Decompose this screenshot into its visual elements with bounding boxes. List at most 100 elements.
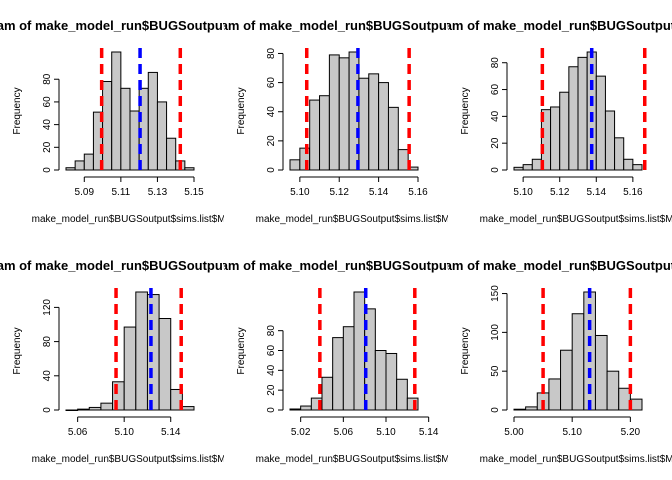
- histogram-bar: [368, 73, 380, 171]
- y-tick-label: 100: [490, 324, 501, 341]
- x-tick-label: 5.12: [550, 187, 570, 198]
- x-tick-label: 5.14: [419, 427, 439, 438]
- y-tick-label: 80: [266, 47, 277, 59]
- x-axis-label: make_model_run$BUGSoutput$sims.list$M[: [32, 454, 229, 465]
- histogram-bar: [74, 160, 85, 171]
- y-tick-label: 0: [42, 167, 53, 173]
- histogram-bar: [77, 408, 90, 411]
- histogram-bar: [181, 406, 195, 411]
- histogram-panel-4: Histogram of make_model_run$BUGSoutput$s…: [0, 258, 309, 465]
- histogram-bar: [147, 71, 158, 171]
- y-tick-label: 80: [42, 336, 53, 348]
- y-tick-label: 20: [266, 384, 277, 396]
- y-tick-label: 60: [266, 77, 277, 89]
- histogram-panel-5: Histogram of make_model_run$BUGSoutput$s…: [175, 258, 533, 465]
- histogram-bar: [123, 326, 137, 411]
- x-tick-label: 5.10: [376, 427, 396, 438]
- histogram-panel-1: Histogram of make_model_run$BUGSoutput$s…: [0, 18, 309, 225]
- histogram-bar: [170, 388, 183, 411]
- chart-title: Histogram of make_model_run$BUGSoutput$s…: [0, 258, 309, 273]
- histogram-bar: [396, 378, 408, 411]
- x-tick-label: 5.06: [334, 427, 354, 438]
- histogram-bar: [559, 91, 570, 171]
- y-axis-label: Frequency: [460, 327, 471, 374]
- x-tick-label: 5.14: [369, 187, 389, 198]
- x-axis-label: make_model_run$BUGSoutput$sims.list$M[: [256, 214, 453, 225]
- y-tick-label: 40: [42, 119, 53, 131]
- y-tick-label: 20: [490, 137, 501, 149]
- x-tick-label: 5.06: [68, 427, 88, 438]
- x-tick-label: 5.12: [329, 187, 349, 198]
- x-axis-label: make_model_run$BUGSoutput$sims.list$M[: [32, 214, 229, 225]
- y-tick-label: 20: [42, 141, 53, 153]
- x-tick-label: 5.10: [562, 427, 582, 438]
- histogram-bar: [406, 397, 419, 411]
- y-axis-label: Frequency: [236, 87, 247, 134]
- x-tick-label: 5.10: [513, 187, 533, 198]
- histogram-bar: [522, 164, 533, 171]
- x-tick-label: 5.09: [75, 187, 95, 198]
- histogram-bar: [156, 101, 168, 171]
- chart-title: Histogram of make_model_run$BUGSoutput$s…: [175, 258, 533, 273]
- histogram-bar: [111, 51, 122, 171]
- x-tick-label: 5.02: [291, 427, 311, 438]
- histogram-bar: [120, 87, 131, 171]
- y-tick-label: 150: [490, 285, 501, 302]
- y-tick-label: 40: [266, 364, 277, 376]
- x-tick-label: 5.16: [623, 187, 643, 198]
- y-tick-label: 0: [490, 407, 501, 413]
- histogram-bar: [548, 378, 562, 411]
- x-axis-label: make_model_run$BUGSoutput$sims.list$M[: [256, 454, 453, 465]
- y-axis-label: Frequency: [460, 87, 471, 134]
- histogram-bar: [378, 82, 389, 171]
- y-tick-label: 40: [490, 110, 501, 122]
- histogram-bar: [595, 75, 606, 171]
- chart-title: Histogram of make_model_run$BUGSoutput$s…: [399, 258, 672, 273]
- histogram-bar: [374, 350, 387, 411]
- histogram-bar: [289, 408, 302, 411]
- x-tick-label: 5.14: [587, 187, 607, 198]
- histogram-bar: [100, 402, 114, 411]
- histogram-bar: [614, 137, 625, 171]
- y-tick-label: 20: [266, 135, 277, 147]
- y-axis-label: Frequency: [12, 87, 23, 134]
- histogram-bar: [102, 81, 113, 171]
- histogram-bar: [606, 370, 620, 411]
- y-tick-label: 80: [42, 73, 53, 85]
- histogram-bar: [525, 406, 538, 411]
- histogram-bar: [65, 409, 79, 411]
- histogram-bar: [65, 167, 76, 171]
- histogram-bar: [358, 77, 370, 171]
- x-tick-label: 5.15: [184, 187, 204, 198]
- x-tick-label: 5.00: [504, 427, 524, 438]
- histogram-bar: [550, 106, 561, 171]
- histogram-bar: [328, 54, 340, 171]
- histogram-bar: [568, 66, 579, 171]
- y-tick-label: 80: [490, 57, 501, 69]
- histogram-bar: [531, 158, 542, 171]
- histogram-bar: [513, 166, 524, 171]
- y-tick-label: 40: [266, 106, 277, 118]
- histogram-panel-2: Histogram of make_model_run$BUGSoutput$s…: [175, 18, 533, 225]
- histogram-bar: [300, 405, 312, 411]
- histogram-bar: [387, 106, 399, 171]
- x-tick-label: 5.16: [408, 187, 428, 198]
- x-axis-label: make_model_run$BUGSoutput$sims.list$M[: [480, 214, 672, 225]
- x-tick-label: 5.10: [290, 187, 310, 198]
- y-tick-label: 0: [42, 407, 53, 413]
- histogram-bar: [309, 99, 321, 171]
- histogram-bar: [289, 159, 301, 171]
- chart-title: Histogram of make_model_run$BUGSoutput$s…: [0, 18, 309, 33]
- y-tick-label: 0: [266, 407, 277, 413]
- x-tick-label: 5.14: [161, 427, 181, 438]
- y-tick-label: 60: [266, 345, 277, 357]
- histogram-bar: [319, 95, 330, 171]
- histogram-bar: [158, 318, 172, 411]
- chart-title: Histogram of make_model_run$BUGSoutput$s…: [175, 18, 533, 33]
- histogram-bar: [632, 164, 643, 171]
- histogram-bar: [342, 326, 355, 411]
- histogram-bar: [83, 153, 94, 171]
- histogram-panel-3: Histogram of make_model_run$BUGSoutput$s…: [448, 18, 672, 225]
- histogram-bar: [623, 158, 634, 171]
